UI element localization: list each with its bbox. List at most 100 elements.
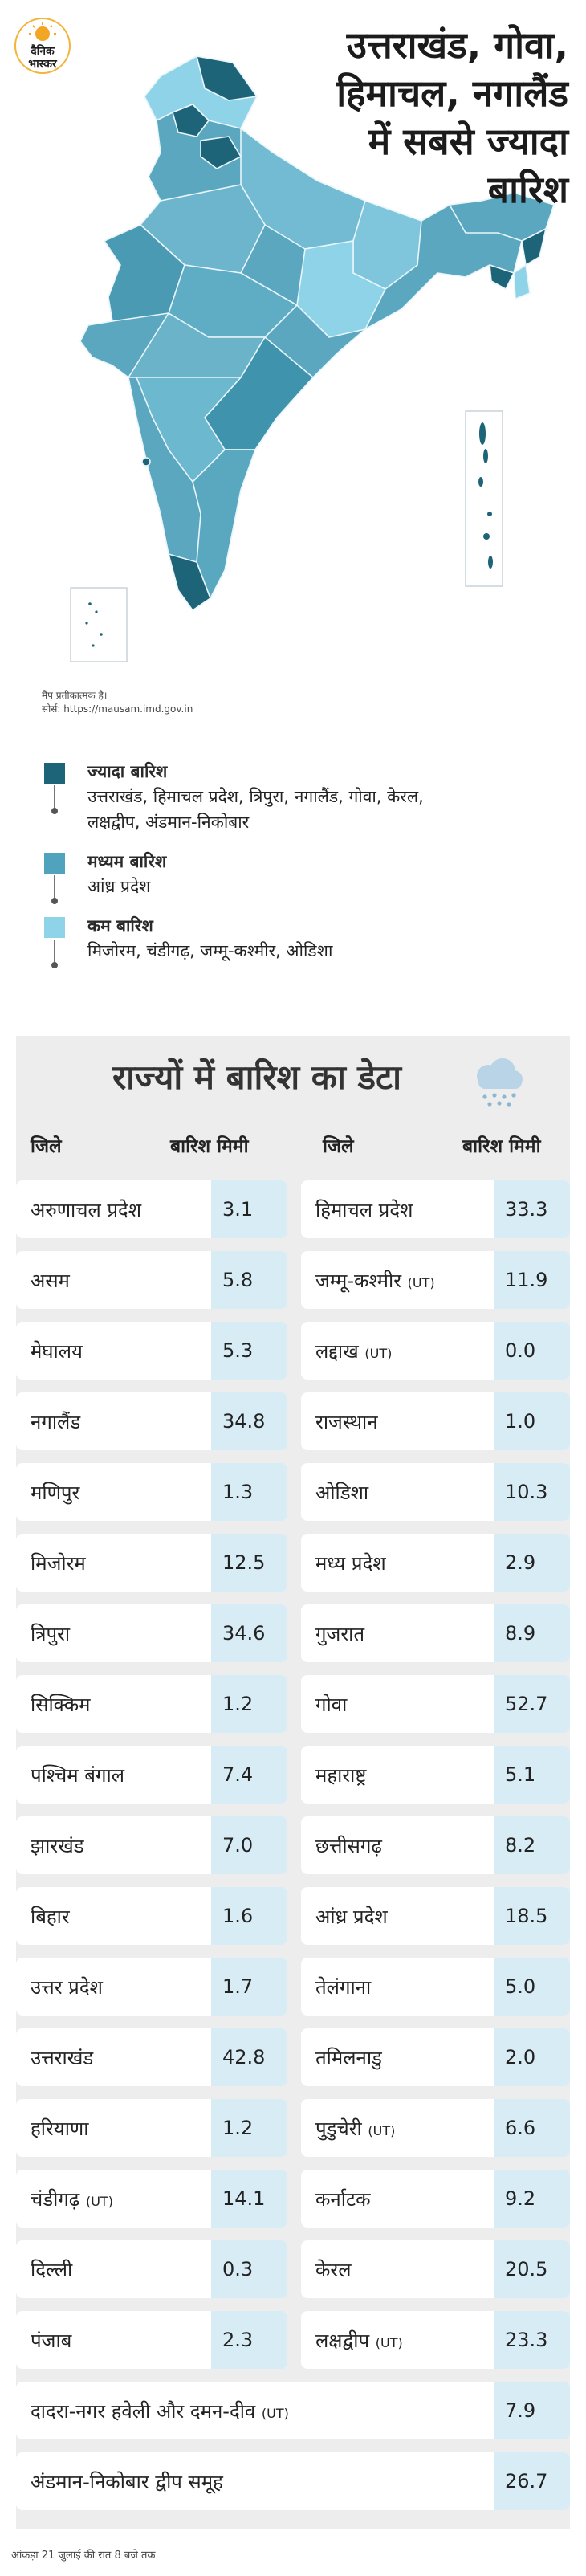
table-row: झारखंड 7.0 [16,1816,287,1874]
state-name: कर्नाटक [315,2186,371,2212]
rainfall-table-panel: राज्यों में बारिश का डेटा जिले बारिश मिम… [16,1036,570,2529]
state-name-text: गोवा [315,1694,348,1716]
state-name: दादरा-नगर हवेली और दमन-दीव (UT) [31,2398,289,2424]
state-name: गोवा [315,1691,347,1718]
brand-name: दैनिक भास्कर [14,45,71,71]
state-name-text: केरल [315,2259,352,2281]
state-name-text: लद्दाख [315,1340,359,1363]
table-row: महाराष्ट्र 5.1 [301,1746,570,1804]
header-col-name-left: जिले [31,1136,62,1157]
rainfall-value: 10.3 [494,1463,570,1521]
state-name: झारखंड [31,1832,84,1859]
state-name-text: मेघालय [31,1340,83,1363]
table-row: हिमाचल प्रदेश 33.3 [301,1180,570,1238]
table-row: अरुणाचल प्रदेश 3.1 [16,1180,287,1238]
state-name-text: छत्तीसगढ़ [315,1835,382,1857]
table-row: केरल 20.5 [301,2240,570,2298]
state-name: आंध्र प्रदेश [315,1903,388,1930]
india-rainfall-map [70,55,555,662]
rainfall-value: 34.6 [211,1604,287,1662]
rainfall-value: 7.4 [211,1746,287,1804]
state-name-text: झारखंड [31,1835,84,1857]
table-row: मिजोरम 12.5 [16,1534,287,1592]
table-row: आंध्र प्रदेश 18.5 [301,1887,570,1945]
state-name: तमिलनाडु [315,2044,382,2071]
legend-stem [54,875,55,899]
table-row: कर्नाटक 9.2 [301,2170,570,2228]
rainfall-value: 1.7 [211,1958,287,2016]
state-name-text: मध्य प्रदेश [315,1552,386,1575]
state-name-text: महाराष्ट्र [315,1764,367,1787]
header-col-value-left: बारिश मिमी [170,1136,249,1157]
rainfall-value: 18.5 [494,1887,570,1945]
state-name: बिहार [31,1903,70,1930]
headline: उत्तराखंड, गोवा, हिमाचल, नगालैंड में सबस… [231,21,568,214]
rainfall-value: 12.5 [211,1534,287,1592]
legend-stem [54,940,55,964]
state-name: मणिपुर [31,1479,79,1506]
headline-line4: बारिश [487,168,568,211]
headline-line1: उत्तराखंड, गोवा, [346,23,568,67]
state-name-text: नगालैंड [31,1411,81,1433]
headline-line2: हिमाचल, नगालैंड [336,71,568,115]
headline-line3: में सबसे ज्यादा [368,120,568,163]
sun-icon [29,22,56,41]
state-name: उत्तर प्रदेश [31,1974,103,2000]
rainfall-value: 5.1 [494,1746,570,1804]
ut-tag: (UT) [85,2194,113,2209]
rain-cloud-icon [477,1058,523,1107]
rainfall-value: 1.3 [211,1463,287,1521]
legend-states: लक्षद्वीप, अंडमान-निकोबार [87,813,250,832]
table-row: असम 5.8 [16,1251,287,1309]
table-row: पुडुचेरी (UT) 6.6 [301,2099,570,2157]
state-name: जम्मू-कश्मीर (UT) [315,1267,435,1294]
state-name-text: तमिलनाडु [315,2047,382,2069]
legend-states: मिजोरम, चंडीगढ़, जम्मू-कश्मीर, ओडिशा [87,941,333,960]
table-row: मेघालय 5.3 [16,1322,287,1380]
state-name-text: पंजाब [31,2329,72,2352]
legend-swatch-high [44,763,65,784]
legend-swatch-low [44,917,65,938]
legend-dot [51,808,58,814]
rainfall-value: 23.3 [494,2311,570,2369]
map-note-disclaimer: मैप प्रतीकात्मक है। [42,690,108,701]
rainfall-value: 2.0 [494,2028,570,2086]
state-name-text: अंडमान-निकोबार द्वीप समूह [31,2471,223,2493]
state-name: केरल [315,2256,352,2283]
header-col-value-right: बारिश मिमी [462,1136,541,1157]
state-name-text: बिहार [31,1906,70,1928]
state-name: मिजोरम [31,1550,86,1576]
state-name: सिक्किम [31,1691,91,1718]
state-name: दिल्ली [31,2256,72,2283]
state-name-text: राजस्थान [315,1411,378,1433]
state-name-text: हिमाचल प्रदेश [315,1199,413,1221]
state-name-text: पुडुचेरी [315,2117,362,2140]
rainfall-value: 1.2 [211,2099,287,2157]
state-name-text: असम [31,1270,70,1292]
rainfall-value: 0.0 [494,1322,570,1380]
legend-title: ज्यादा बारिश [87,762,168,781]
table-row: त्रिपुरा 34.6 [16,1604,287,1662]
state-name-text: उत्तराखंड [31,2047,94,2069]
state-name: नगालैंड [31,1408,80,1435]
map-note-source: सोर्स: https://mausam.imd.gov.in [42,703,193,715]
state-name-text: उत्तर प्रदेश [31,1976,103,1999]
state-name-text: मिजोरम [31,1552,86,1575]
brand-name-line2: भास्कर [28,58,57,71]
table-row: मणिपुर 1.3 [16,1463,287,1521]
table-row: गुजरात 8.9 [301,1604,570,1662]
table-row: गोवा 52.7 [301,1675,570,1733]
table-row: तमिलनाडु 2.0 [301,2028,570,2086]
rainfall-value: 3.1 [211,1180,287,1238]
legend-stem [54,785,55,809]
ut-tag: (UT) [261,2406,289,2421]
state-name-text: तेलंगाना [315,1976,372,1999]
table-row: ओडिशा 10.3 [301,1463,570,1521]
legend-states: उत्तराखंड, हिमाचल प्रदेश, त्रिपुरा, नगाल… [87,787,424,806]
state-name-text: दादरा-नगर हवेली और दमन-दीव [31,2400,256,2423]
state-name: त्रिपुरा [31,1620,70,1647]
rainfall-value: 2.3 [211,2311,287,2369]
state-name: हिमाचल प्रदेश [315,1196,413,1223]
legend-dot [51,898,58,904]
state-name: लद्दाख (UT) [315,1338,392,1364]
